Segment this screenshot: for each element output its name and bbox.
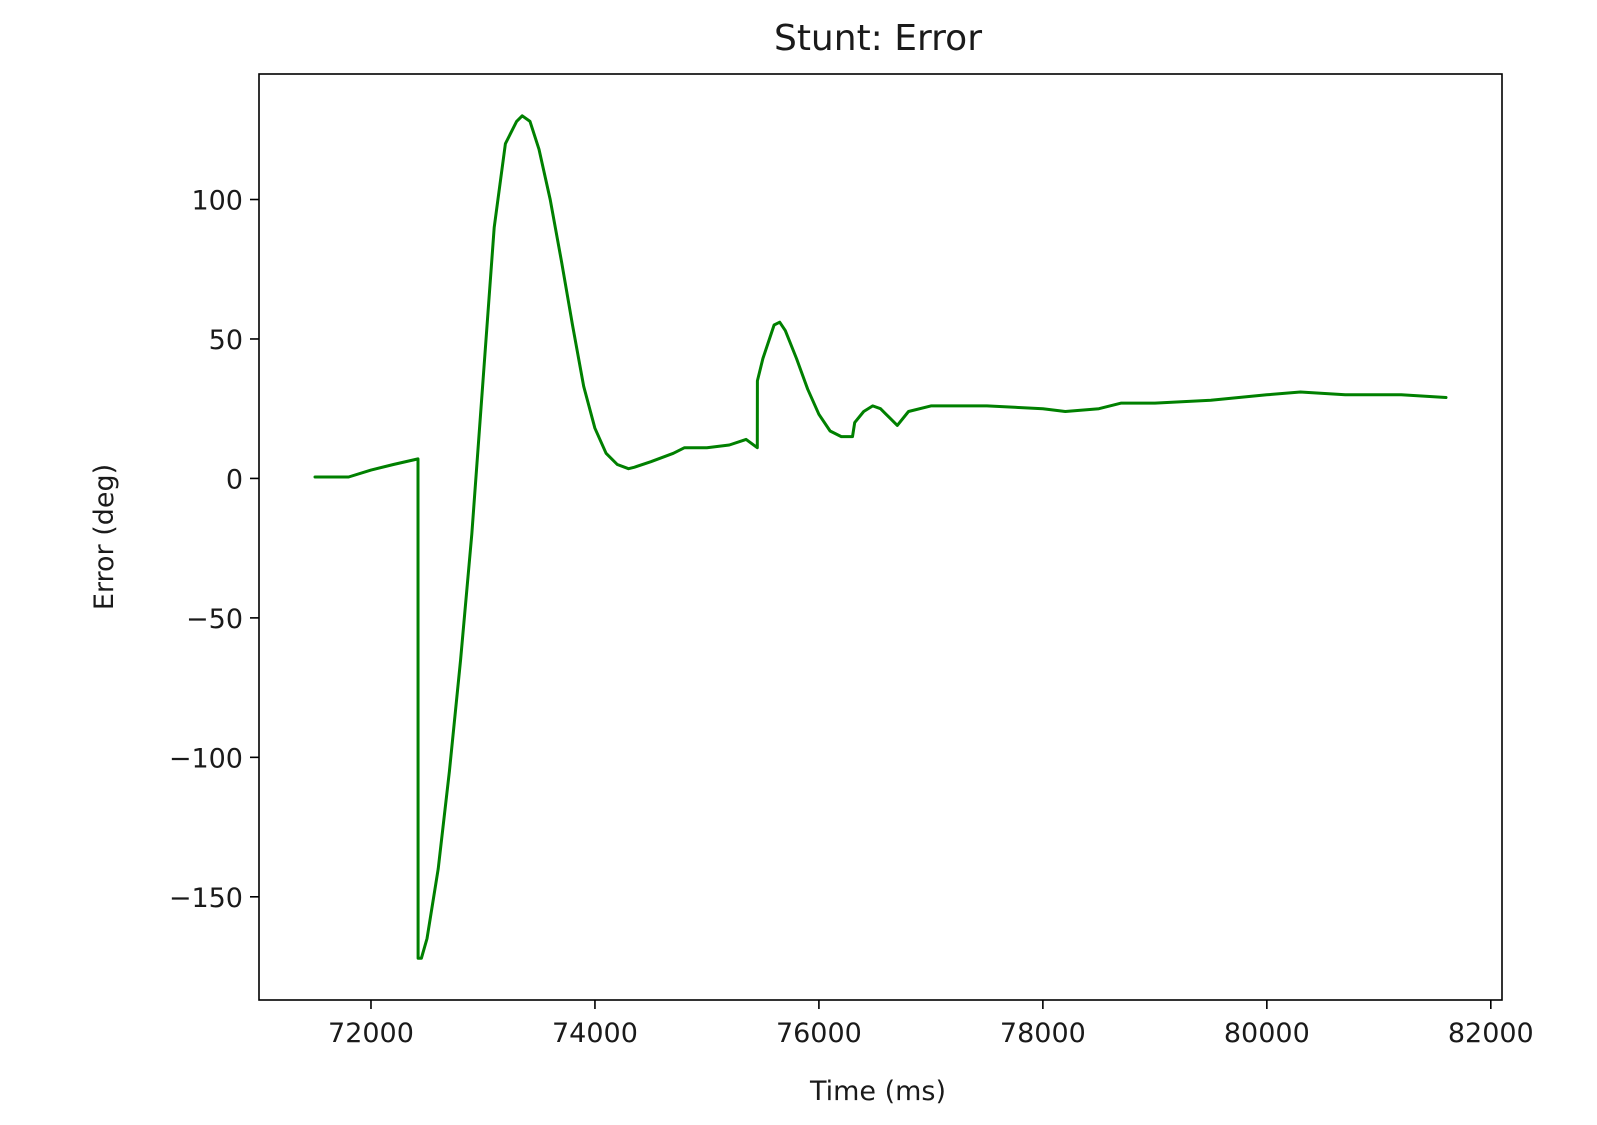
x-tick-label: 76000 — [776, 1018, 862, 1049]
y-axis-label: Error (deg) — [89, 464, 120, 610]
x-axis: 72000 74000 76000 78000 80000 82000 — [328, 1000, 1534, 1049]
x-tick-label: 74000 — [552, 1018, 638, 1049]
y-tick-label: −100 — [169, 743, 243, 774]
plot-area — [258, 73, 1503, 1001]
y-tick-label: 50 — [209, 325, 243, 356]
x-tick-label: 72000 — [328, 1018, 414, 1049]
series-layer — [313, 114, 1448, 960]
chart-title: Stunt: Error — [774, 18, 982, 59]
y-tick-label: 0 — [226, 464, 243, 495]
y-tick-label: −50 — [186, 604, 243, 635]
series-line — [313, 114, 1448, 960]
y-axis: −150 −100 −50 0 50 100 — [169, 186, 259, 914]
plot-frame — [258, 73, 1503, 1001]
x-tick-label: 78000 — [1000, 1018, 1086, 1049]
y-tick-label: 100 — [191, 186, 243, 217]
y-tick-label: −150 — [169, 883, 243, 914]
x-tick-label: 80000 — [1224, 1018, 1310, 1049]
x-tick-label: 82000 — [1448, 1018, 1534, 1049]
x-axis-label: Time (ms) — [809, 1076, 946, 1107]
